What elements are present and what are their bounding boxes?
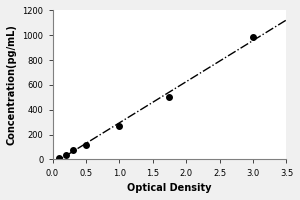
Y-axis label: Concentration(pg/mL): Concentration(pg/mL)	[7, 25, 17, 145]
X-axis label: Optical Density: Optical Density	[127, 183, 212, 193]
